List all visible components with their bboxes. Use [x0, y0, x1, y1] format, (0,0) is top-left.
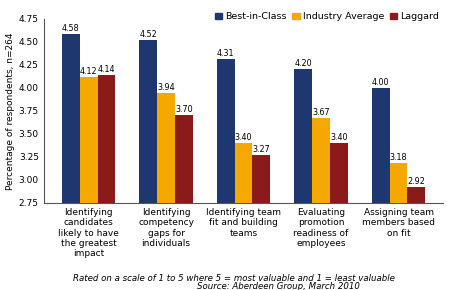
Text: 3.18: 3.18 — [390, 153, 407, 162]
Bar — [330, 143, 348, 290]
Bar — [235, 143, 252, 290]
Text: 4.20: 4.20 — [295, 59, 312, 68]
Text: 3.40: 3.40 — [330, 133, 348, 142]
Bar — [217, 59, 235, 290]
Text: Source: Aberdeen Group, March 2010: Source: Aberdeen Group, March 2010 — [197, 282, 360, 290]
Text: 3.67: 3.67 — [312, 108, 330, 117]
Text: 3.70: 3.70 — [175, 105, 193, 114]
Text: 4.14: 4.14 — [98, 65, 115, 74]
Text: Rated on a scale of 1 to 5 where 5 = most valuable and 1 = least valuable: Rated on a scale of 1 to 5 where 5 = mos… — [73, 274, 394, 283]
Bar — [372, 88, 390, 290]
Bar — [407, 187, 425, 290]
Text: 3.40: 3.40 — [235, 133, 252, 142]
Y-axis label: Percentage of respondents, n=264: Percentage of respondents, n=264 — [5, 32, 14, 190]
Text: 4.00: 4.00 — [372, 78, 389, 87]
Text: 2.92: 2.92 — [407, 177, 425, 186]
Bar — [312, 118, 330, 290]
Text: 4.52: 4.52 — [139, 30, 157, 39]
Text: 3.94: 3.94 — [157, 83, 175, 92]
Bar — [157, 93, 175, 290]
Bar — [295, 69, 312, 290]
Bar — [390, 163, 407, 290]
Bar — [97, 75, 115, 290]
Bar — [62, 34, 80, 290]
Bar — [139, 40, 157, 290]
Text: 4.31: 4.31 — [217, 49, 234, 58]
Bar — [175, 115, 193, 290]
Text: 3.27: 3.27 — [252, 145, 270, 154]
Bar — [80, 77, 97, 290]
Text: 4.58: 4.58 — [62, 24, 79, 33]
Bar — [252, 155, 270, 290]
Text: 4.12: 4.12 — [80, 67, 97, 76]
Legend: Best-in-Class, Industry Average, Laggard: Best-in-Class, Industry Average, Laggard — [211, 9, 443, 25]
